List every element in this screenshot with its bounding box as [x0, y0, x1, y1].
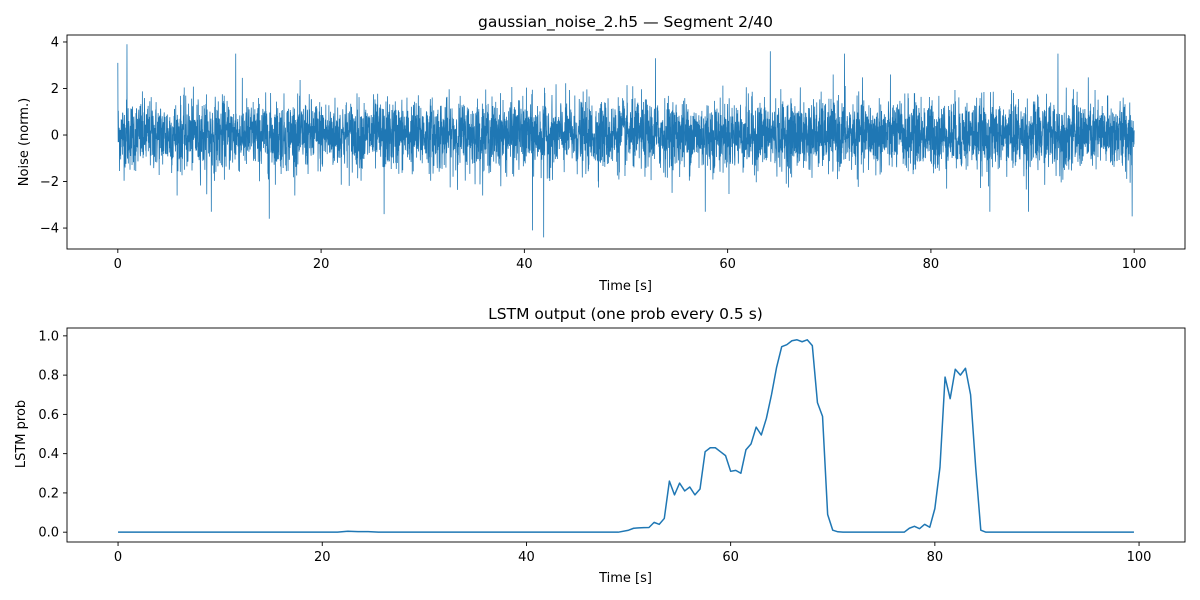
- x-tick-label: 20: [314, 550, 331, 565]
- lstm-plot-panel: LSTM output (one prob every 0.5 s) Time …: [14, 305, 1186, 586]
- lstm-plot-axes: 0 20 40 60 80 100 0.0 0.2 0.4 0.6 0.8 1.0: [38, 327, 1186, 565]
- x-tick-label: 0: [114, 257, 122, 272]
- x-tick-label: 80: [927, 550, 944, 565]
- y-tick-label: 0.0: [38, 526, 59, 541]
- lstm-series-line-group: [118, 339, 1134, 533]
- y-tick-label: −4: [40, 222, 59, 237]
- y-tick-label: 1.0: [38, 329, 59, 344]
- lstm-series-line: [118, 339, 1134, 533]
- lstm-plot-ylabel: LSTM prob: [14, 400, 29, 468]
- x-tick-label: 100: [1122, 257, 1147, 272]
- noise-plot-axes: 0 20 40 60 80 100 −4 −2 0 2 4: [40, 34, 1186, 272]
- noise-series-line-group: [117, 44, 1135, 238]
- x-tick-label: 60: [722, 550, 739, 565]
- x-tick-label: 60: [719, 257, 736, 272]
- plot-frame: [66, 327, 1186, 543]
- lstm-plot-title: LSTM output (one prob every 0.5 s): [488, 305, 763, 323]
- y-tick-label: 2: [51, 82, 59, 97]
- plot-frame: [66, 34, 1186, 250]
- y-tick-label: −2: [40, 175, 59, 190]
- x-tick-label: 40: [518, 550, 535, 565]
- noise-series-line: [117, 44, 1135, 238]
- noise-plot-xlabel: Time [s]: [598, 279, 652, 294]
- y-tick-label: 0.2: [38, 486, 59, 501]
- noise-plot-title: gaussian_noise_2.h5 — Segment 2/40: [478, 13, 773, 32]
- x-tick-label: 80: [923, 257, 940, 272]
- noise-plot-panel: gaussian_noise_2.h5 — Segment 2/40 Time …: [17, 13, 1186, 294]
- noise-plot-ylabel: Noise (norm.): [17, 98, 32, 186]
- x-tick-label: 20: [313, 257, 330, 272]
- x-tick-label: 100: [1127, 550, 1152, 565]
- y-tick-label: 0: [51, 129, 59, 144]
- y-tick-label: 0.6: [38, 408, 59, 423]
- x-tick-label: 0: [114, 550, 122, 565]
- y-tick-label: 0.8: [38, 369, 59, 384]
- lstm-plot-xlabel: Time [s]: [598, 571, 652, 586]
- x-tick-label: 40: [516, 257, 533, 272]
- y-tick-label: 0.4: [38, 447, 59, 462]
- y-tick-label: 4: [51, 35, 59, 50]
